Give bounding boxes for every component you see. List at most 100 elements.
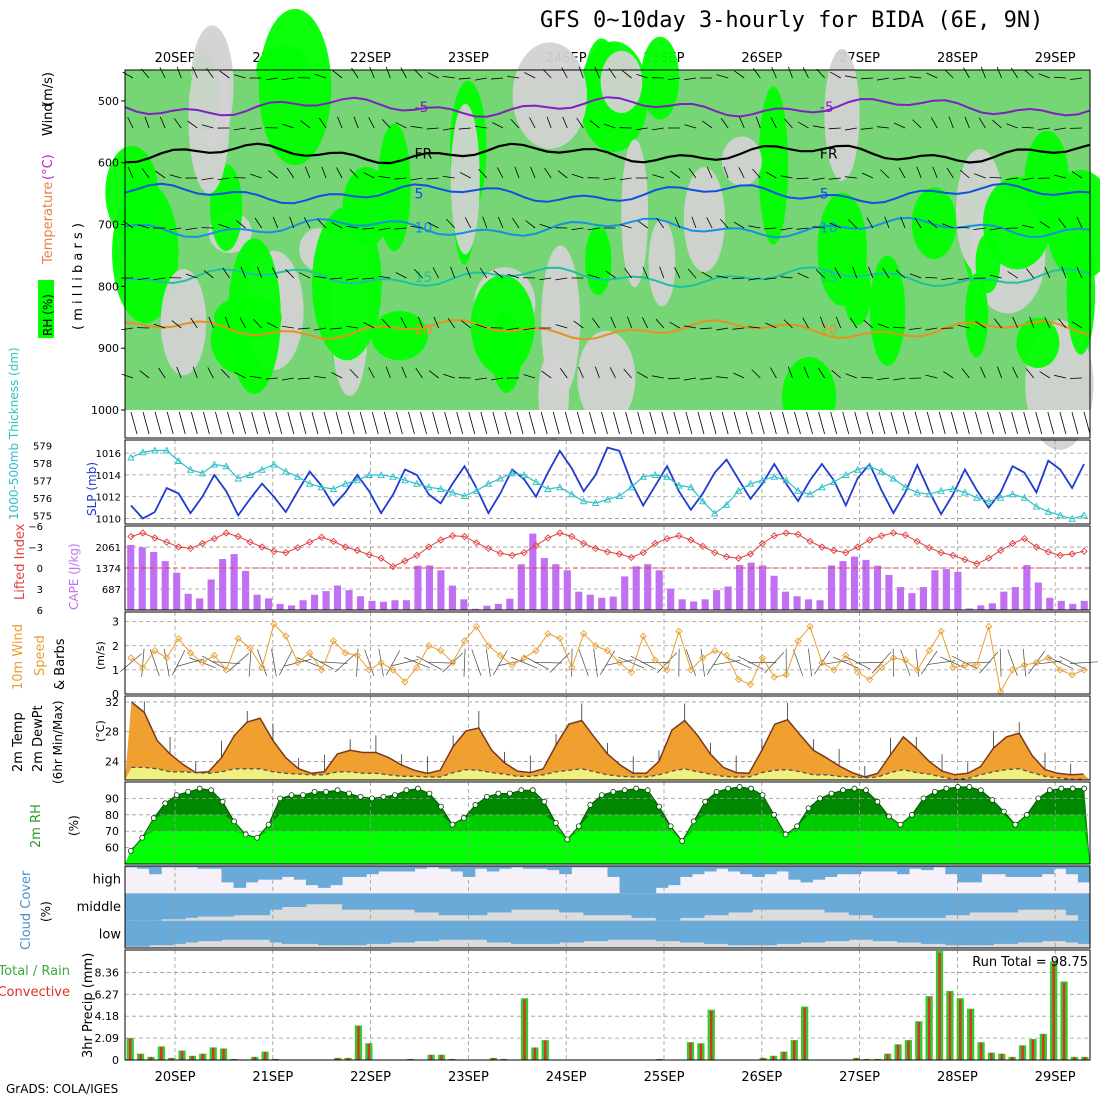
surface-wind-barb [757,411,765,435]
cloud-bar-high [764,866,777,875]
wind-barb [289,216,295,229]
wind-barb [395,272,407,279]
wind-barb [507,273,520,279]
wind10m-frame [124,611,1091,695]
ylabel-cloud: Cloud Cover [19,870,34,950]
rh2m-point [346,790,352,797]
wind-barb [957,277,970,281]
cloud-bar-middle [897,893,910,918]
wind-speed-point [234,634,242,643]
cape-bar [1069,603,1077,610]
rh2m-point [219,798,226,805]
wind-barb [317,219,327,229]
cloud-bar-low [185,920,198,943]
rh2m-point [541,798,548,805]
wind-barb [1021,126,1034,129]
cloud-bar-high [595,866,608,868]
cape-bar [896,587,905,610]
thickness-point [1008,490,1017,498]
wind-barb [964,116,970,129]
ylabel-wind10m-speed: Speed [33,635,48,676]
surface-wind-barb [902,411,910,435]
cape-bar [138,547,146,610]
wind-speed-point [734,675,743,684]
wind-barb-10m [793,649,804,676]
wind-barb [941,277,954,280]
cloud-bar-middle [293,893,307,907]
wind-barb [748,225,761,229]
y-tick-label: 500 [98,95,119,108]
precip-tick-label: 6.27 [95,988,120,1001]
wind-barb [141,168,150,179]
cloud-bar-middle [812,893,826,910]
cloud-bar-high [149,866,162,875]
wind-barb [912,119,922,129]
lifted-index-point [174,543,183,551]
cape-bar [379,601,388,610]
lifted-index-point [306,538,314,546]
wind-speed-point [329,637,338,645]
precip-bar-convective [139,1053,142,1060]
cape-bar [150,551,158,610]
x-tick-label-top: 22SEP [350,51,391,66]
wind-barb [1054,174,1067,179]
surface-wind-barb [480,411,488,435]
rh2m-point [897,821,904,828]
cloud-bar-high [921,866,934,871]
surface-wind-barb [504,411,512,435]
rh2m-point [323,788,329,795]
thickness-point [127,453,135,461]
wind-speed-point [174,634,183,643]
precip-bar-convective [160,1046,163,1060]
wind-barb [201,177,214,181]
ylabel-lifted-index: Lifted Index [13,523,28,600]
cloud-bar-high [450,866,464,872]
cloud-bar-low [655,920,669,942]
cloud-bar-middle [318,893,331,905]
cloud-bar-middle [390,893,403,910]
cloud-bar-high [1053,866,1067,869]
lifted-index-point [782,529,790,537]
wind-barb [719,218,729,229]
cape-bar [747,562,755,610]
cape-bar [414,565,422,610]
cape-bar [230,554,238,610]
surface-wind-barb [866,411,874,435]
rh2m-point [150,815,157,821]
cloud-bar-middle [595,893,608,916]
wind-barb [752,168,761,179]
wind-barb [765,171,777,179]
thickness-point [198,469,207,477]
cape-bar [598,597,606,610]
wind-barb [850,317,858,329]
thickness-point [794,486,802,494]
cloud-bar-low [197,920,210,942]
wind-barb [943,371,954,379]
wind-barb [459,172,471,179]
wind-barb [803,366,809,379]
cloud-bar-high [269,866,283,880]
wind-barb [169,174,182,179]
cloud-bar-high [559,866,572,875]
wind-barb [465,266,472,279]
rh2m-area-low [125,831,1090,864]
thickness-point [401,476,409,484]
surface-wind-barb [1023,411,1031,435]
wind-barb [655,318,665,329]
wind-speed-point [127,654,135,662]
wind-barb [978,117,986,129]
wind-barb [349,368,359,379]
wind-barb [973,227,986,230]
wind-barb [218,223,230,229]
wind-barb [751,369,761,379]
wind-barb [400,67,407,79]
cloud-bar-high [426,866,440,868]
wind-barb [428,370,439,379]
wind-speed-point [651,656,659,664]
wind-speed-point [627,668,635,676]
surface-wind-barb [878,411,886,435]
wind-barb [684,77,697,81]
cloud-bar-high [474,866,488,869]
wind-barb [171,320,182,329]
wind-barb-10m [120,653,142,672]
